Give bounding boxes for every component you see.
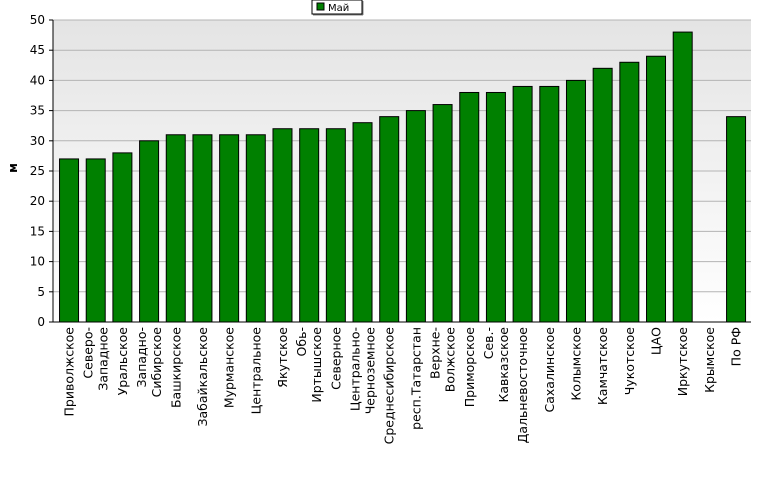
bar xyxy=(112,152,133,323)
y-tick-label: 10 xyxy=(30,255,45,269)
x-tick-label-line: Сибирское xyxy=(149,327,164,398)
x-tick-label-line: Уральское xyxy=(115,327,130,396)
bar xyxy=(485,91,506,323)
x-tick-label: По РФ xyxy=(729,327,744,367)
bar xyxy=(192,134,213,323)
x-tick-label: Обь-Иртышское xyxy=(294,327,324,403)
bar xyxy=(619,61,640,323)
bar xyxy=(85,158,106,323)
bar xyxy=(646,55,667,323)
x-tick-label-line: Центральное xyxy=(248,327,263,415)
x-tick-label: Дальневосточное xyxy=(515,327,530,444)
x-tick-label: Верхне-Волжское xyxy=(428,327,458,393)
x-tick-label: Приволжское xyxy=(62,327,77,417)
bar xyxy=(459,91,480,323)
legend-swatch xyxy=(316,2,325,11)
bar xyxy=(299,128,320,323)
x-tick-label: Сахалинское xyxy=(542,327,557,413)
x-tick-label: Якутское xyxy=(275,327,290,388)
y-tick-label: 15 xyxy=(30,224,45,238)
x-tick-label-line: Сев.- xyxy=(481,327,496,359)
x-tick-label-line: Иркутское xyxy=(675,327,690,397)
x-tick-label: Центрально-Черноземное xyxy=(348,327,378,415)
bar xyxy=(219,134,240,323)
x-tick-label-line: Якутское xyxy=(275,327,290,388)
x-tick-label: Западно-Сибирское xyxy=(134,327,164,398)
y-tick-label: 50 xyxy=(30,13,45,27)
bar xyxy=(352,122,373,323)
bar xyxy=(245,134,266,323)
x-tick-label-line: Волжское xyxy=(443,327,458,393)
x-tick-label-line: Чукотское xyxy=(622,327,637,396)
y-tick-label: 30 xyxy=(30,134,45,148)
x-tick-label-line: Черноземное xyxy=(363,327,378,415)
x-tick-label-line: Башкирское xyxy=(168,327,183,408)
x-tick-label: Центральное xyxy=(248,327,263,415)
bar xyxy=(139,140,160,323)
bar xyxy=(565,79,586,323)
bar xyxy=(272,128,293,323)
x-tick-label-line: респ.Татарстан xyxy=(408,327,423,430)
bar xyxy=(512,85,533,323)
x-tick-label-line: Забайкальское xyxy=(195,327,210,427)
x-tick-label-line: Обь- xyxy=(294,327,309,356)
x-tick-label-line: Сахалинское xyxy=(542,327,557,413)
y-tick-label: 20 xyxy=(30,194,45,208)
y-tick-label: 0 xyxy=(37,315,45,329)
bar xyxy=(726,116,747,323)
bar xyxy=(405,110,426,323)
x-tick-label: Чукотское xyxy=(622,327,637,396)
x-tick-label: Сев.-Кавказское xyxy=(481,327,511,403)
x-tick-label-line: Приволжское xyxy=(62,327,77,417)
x-tick-label: респ.Татарстан xyxy=(408,327,423,430)
x-tick-label-line: По РФ xyxy=(729,327,744,367)
x-tick-label-line: Западное xyxy=(96,327,111,391)
bar xyxy=(379,116,400,323)
x-tick-label: Иркутское xyxy=(675,327,690,397)
x-tick-label-line: Камчатское xyxy=(595,327,610,405)
x-tick-label-line: Приморское xyxy=(462,327,477,408)
bar xyxy=(672,31,693,323)
x-tick-label-line: Центрально- xyxy=(348,327,363,411)
x-tick-label-line: Крымское xyxy=(702,327,717,393)
bar xyxy=(432,104,453,323)
x-tick-label-line: Дальневосточное xyxy=(515,327,530,444)
x-tick-label: Колымское xyxy=(568,327,583,401)
x-tick-label: Приморское xyxy=(462,327,477,408)
x-tick-label: Забайкальское xyxy=(195,327,210,427)
y-tick-label: 45 xyxy=(30,43,45,57)
x-tick-label: Северное xyxy=(328,327,343,390)
bar xyxy=(539,85,560,323)
x-tick-label-line: Среднесибирское xyxy=(382,327,397,445)
bar xyxy=(59,158,80,323)
x-tick-label-line: Иртышское xyxy=(309,327,324,403)
x-tick-label: Башкирское xyxy=(168,327,183,408)
y-tick-label: 40 xyxy=(30,73,45,87)
x-tick-label: Северо-Западное xyxy=(81,327,111,391)
x-tick-label: Крымское xyxy=(702,327,717,393)
bar xyxy=(165,134,186,323)
x-tick-label-line: Северное xyxy=(328,327,343,390)
x-tick-label-line: Северо- xyxy=(81,327,96,379)
y-tick-label: 5 xyxy=(37,285,45,299)
x-tick-label-line: ЦАО xyxy=(649,327,664,355)
y-tick-label: 35 xyxy=(30,104,45,118)
legend-label: Май xyxy=(328,3,349,14)
bar xyxy=(592,67,613,323)
x-tick-label: Уральское xyxy=(115,327,130,396)
x-tick-label-line: Мурманское xyxy=(222,327,237,408)
x-tick-label: Мурманское xyxy=(222,327,237,408)
x-tick-label-line: Верхне- xyxy=(428,327,443,379)
x-tick-label-line: Западно- xyxy=(134,327,149,387)
x-tick-label: Камчатское xyxy=(595,327,610,405)
x-tick-label-line: Кавказское xyxy=(496,327,511,403)
x-tick-label-line: Колымское xyxy=(568,327,583,401)
y-tick-label: 25 xyxy=(30,164,45,178)
y-axis-label: м xyxy=(6,163,20,173)
x-tick-label: ЦАО xyxy=(649,327,664,355)
bar xyxy=(325,128,346,323)
x-tick-label: Среднесибирское xyxy=(382,327,397,445)
